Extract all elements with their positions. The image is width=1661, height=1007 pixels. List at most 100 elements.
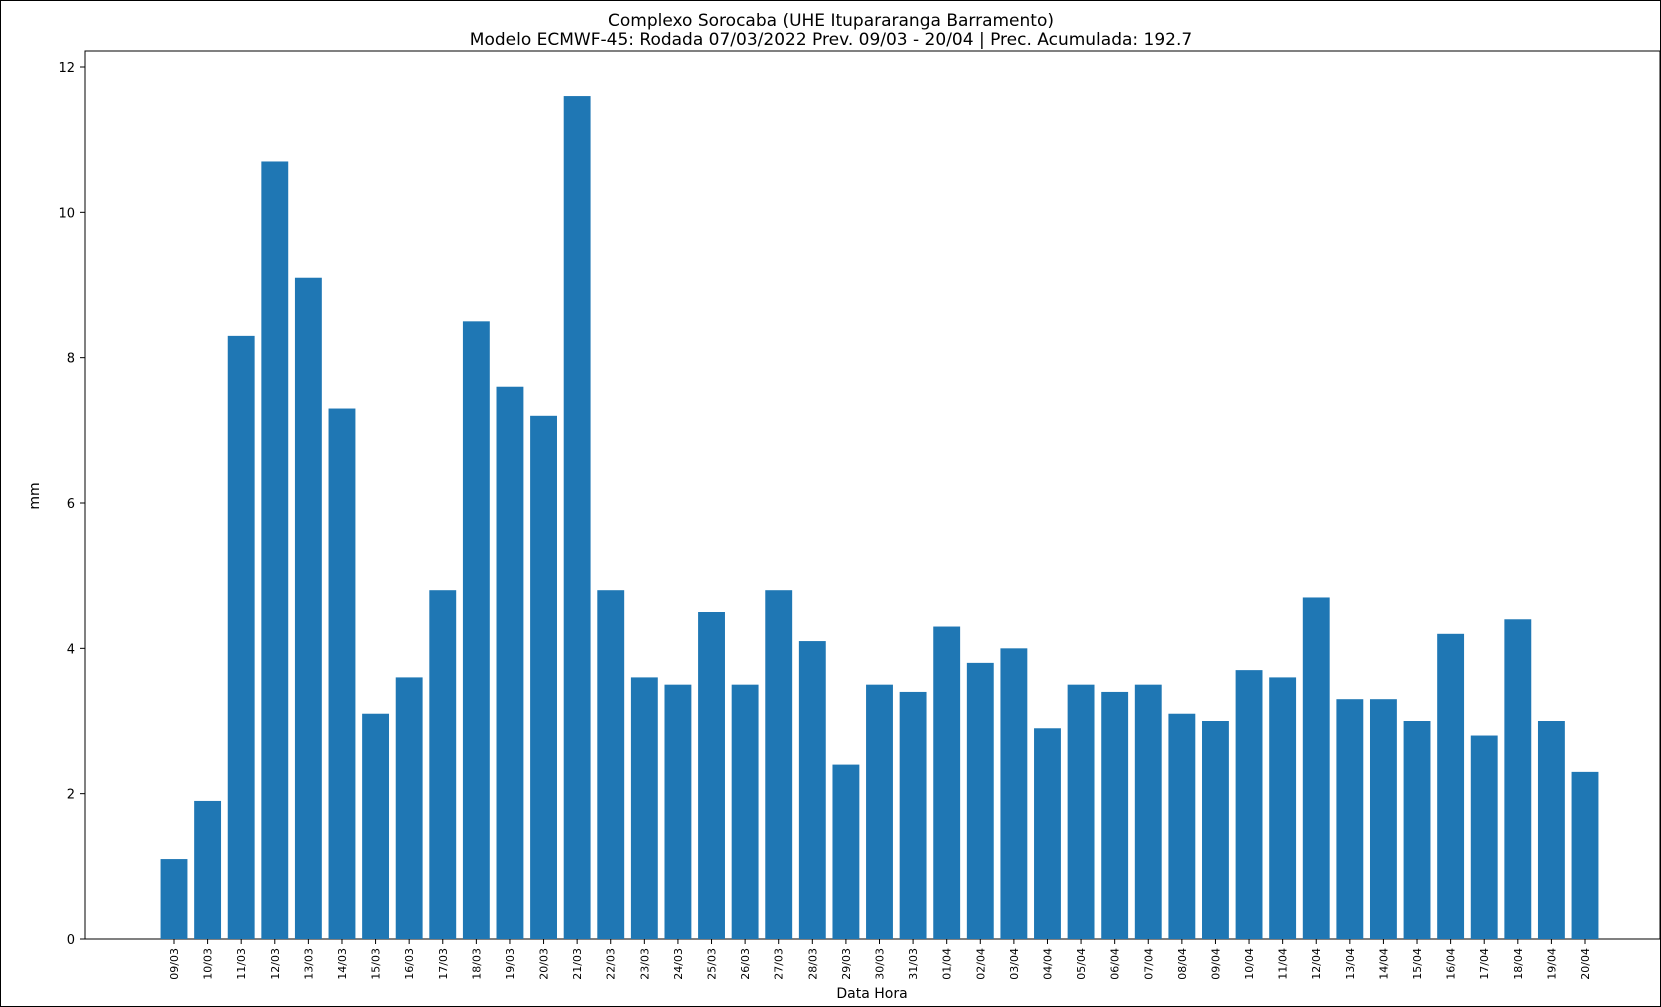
bar-25-03 [698, 612, 725, 939]
y-tick-label: 2 [67, 788, 75, 803]
x-tick-label: 19/04 [1545, 948, 1558, 980]
x-tick-label: 01/04 [941, 948, 954, 980]
y-tick-label: 0 [67, 933, 75, 948]
x-tick-label: 13/04 [1344, 948, 1357, 980]
bar-12-03 [261, 161, 289, 940]
bars-group [160, 96, 1599, 940]
y-tick-label: 6 [67, 497, 75, 512]
bar-29-03 [832, 764, 860, 939]
x-tick-label: 21/03 [571, 948, 584, 980]
x-tick-label: 17/03 [437, 948, 450, 980]
bar-26-03 [731, 684, 759, 939]
bar-24-03 [664, 684, 692, 939]
x-axis: 09/03 10/03 11/03 12/03 13/03 14/03 15/03 16/03… [168, 939, 1592, 980]
x-tick-label: 12/03 [269, 948, 282, 980]
bar-10-04 [1235, 670, 1263, 939]
x-tick-label: 24/03 [672, 948, 685, 980]
x-tick-label: 28/03 [806, 948, 819, 980]
bar-21-03 [563, 96, 591, 939]
bar-15-03 [362, 713, 390, 939]
x-tick-label: 27/03 [773, 948, 786, 980]
bar-09-03 [160, 859, 188, 939]
bar-27-03 [765, 590, 793, 939]
x-tick-label: 13/03 [302, 948, 315, 980]
x-tick-label: 09/03 [168, 948, 181, 980]
x-axis-label: Data Hora [836, 986, 907, 1002]
x-tick-label: 14/03 [336, 948, 349, 980]
x-tick-label: 14/04 [1377, 948, 1390, 980]
x-tick-label: 22/03 [605, 948, 618, 980]
x-tick-label: 29/03 [840, 948, 853, 980]
bar-07-04 [1134, 684, 1162, 939]
x-tick-label: 03/04 [1008, 948, 1021, 980]
x-tick-label: 17/04 [1478, 948, 1491, 980]
bar-16-04 [1437, 633, 1465, 939]
x-tick-label: 30/03 [874, 948, 887, 980]
x-tick-label: 26/03 [739, 948, 752, 980]
bar-18-03 [462, 321, 490, 940]
x-tick-label: 20/04 [1579, 948, 1592, 980]
bar-01-04 [933, 626, 961, 939]
bar-31-03 [899, 691, 927, 939]
x-tick-label: 04/04 [1041, 948, 1054, 980]
bar-28-03 [798, 641, 826, 939]
bar-19-03 [496, 386, 524, 940]
bar-02-04 [966, 662, 994, 939]
y-tick-label: 4 [67, 642, 75, 657]
bar-15-04 [1403, 721, 1431, 939]
x-tick-label: 12/04 [1310, 948, 1323, 980]
x-tick-label: 19/03 [504, 948, 517, 980]
bar-10-03 [194, 800, 222, 939]
x-tick-label: 08/04 [1176, 948, 1189, 980]
bar-14-03 [328, 408, 356, 939]
y-axis-label: mm [27, 482, 43, 509]
x-tick-label: 05/04 [1075, 948, 1088, 980]
x-tick-label: 06/04 [1109, 948, 1122, 980]
x-tick-label: 16/03 [403, 948, 416, 980]
bar-11-04 [1269, 677, 1297, 939]
bar-06-04 [1101, 691, 1129, 939]
x-tick-label: 20/03 [538, 948, 551, 980]
x-tick-label: 10/03 [202, 948, 215, 980]
bar-19-04 [1537, 721, 1565, 939]
bar-23-03 [630, 677, 658, 939]
x-tick-label: 15/03 [370, 948, 383, 980]
bar-16-03 [395, 677, 423, 939]
bar-08-04 [1168, 713, 1196, 939]
x-tick-label: 07/04 [1142, 948, 1155, 980]
y-tick-label: 8 [67, 352, 75, 367]
y-tick-label: 12 [58, 61, 75, 76]
bar-20-03 [530, 415, 557, 939]
bar-18-04 [1504, 619, 1532, 939]
bar-17-04 [1470, 735, 1498, 939]
bar-12-04 [1302, 597, 1330, 939]
bar-22-03 [597, 590, 625, 939]
y-axis: 0 2 4 6 8 10 12 [58, 61, 85, 948]
chart-title: Complexo Sorocaba (UHE Itupararanga Barr… [608, 11, 1054, 31]
x-tick-label: 11/04 [1277, 948, 1290, 980]
chart-subtitle: Modelo ECMWF-45: Rodada 07/03/2022 Prev.… [470, 30, 1192, 50]
x-tick-label: 02/04 [974, 948, 987, 980]
x-tick-label: 25/03 [706, 948, 719, 980]
bar-13-04 [1336, 699, 1364, 939]
x-tick-label: 11/03 [235, 948, 248, 980]
x-tick-label: 09/04 [1209, 948, 1222, 980]
x-tick-label: 15/04 [1411, 948, 1424, 980]
bar-03-04 [1000, 648, 1028, 939]
bar-30-03 [866, 684, 893, 939]
x-tick-label: 18/03 [470, 948, 483, 980]
x-tick-label: 18/04 [1512, 948, 1525, 980]
bar-11-03 [227, 335, 255, 939]
bar-20-04 [1571, 771, 1599, 939]
bar-09-04 [1202, 721, 1229, 939]
bar-04-04 [1034, 728, 1061, 939]
bar-13-03 [294, 277, 322, 940]
bar-05-04 [1067, 684, 1095, 939]
y-tick-label: 10 [58, 206, 75, 221]
x-tick-label: 23/03 [638, 948, 651, 980]
x-tick-label: 16/04 [1445, 948, 1458, 980]
x-tick-label: 10/04 [1243, 948, 1256, 980]
bar-14-04 [1369, 699, 1397, 939]
